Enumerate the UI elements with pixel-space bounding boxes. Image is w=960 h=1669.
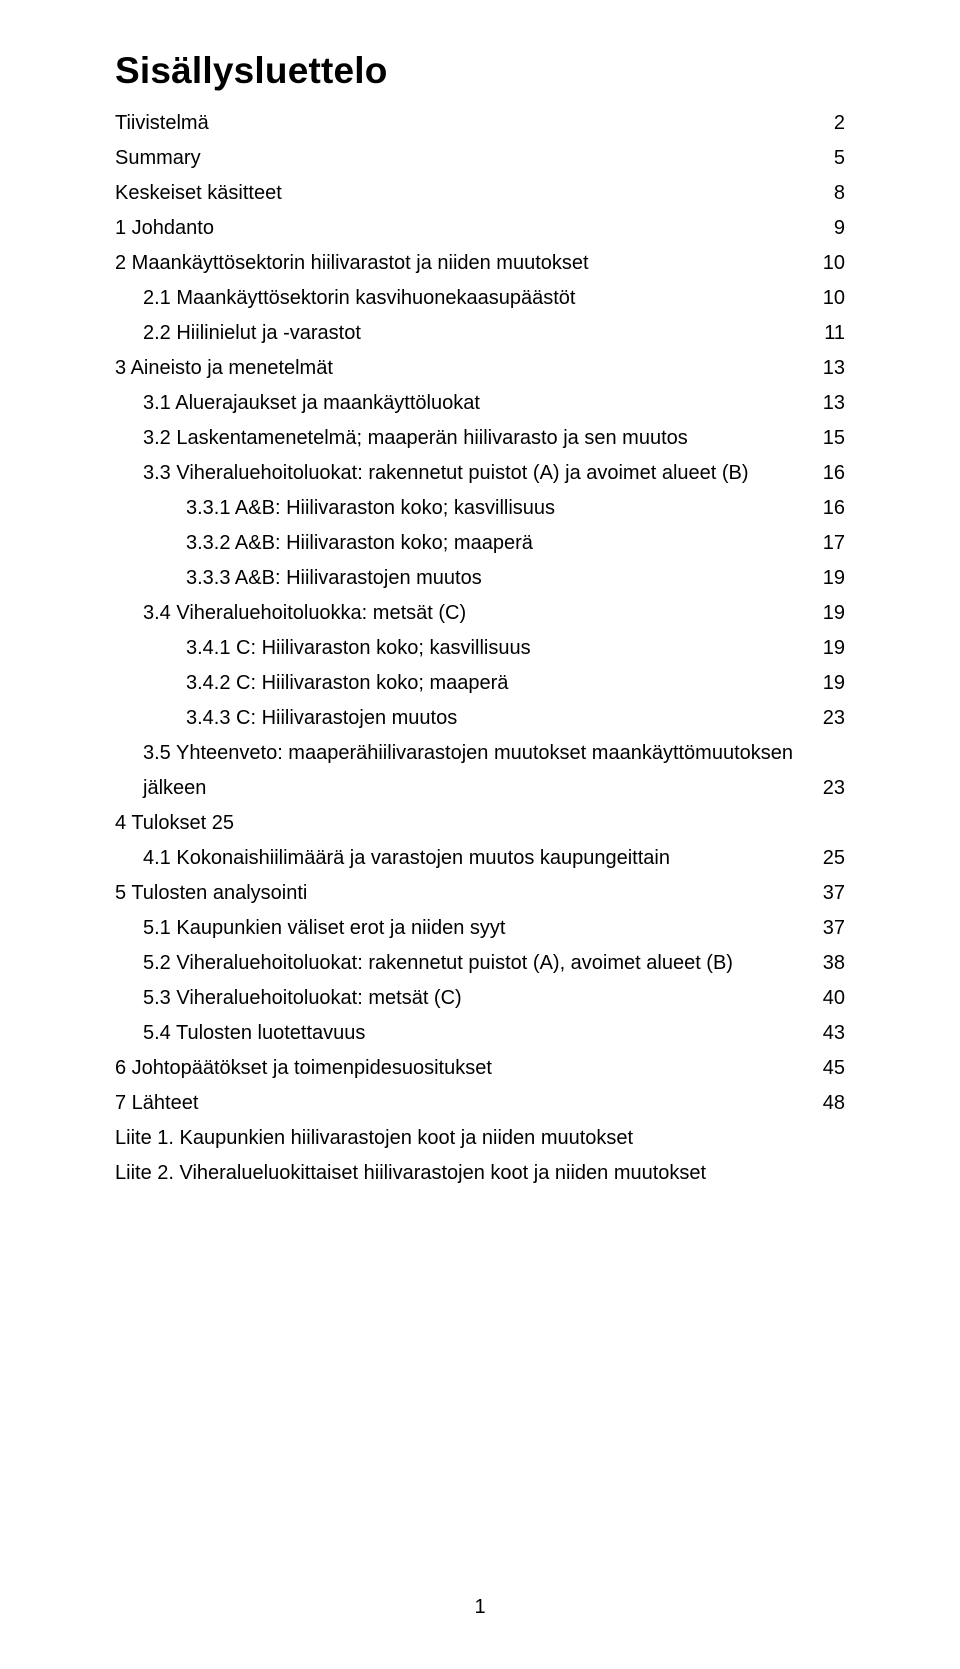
toc-entry: 4 Tulokset 25 <box>115 806 845 841</box>
toc-entry-page: 8 <box>795 176 845 211</box>
document-page: Sisällysluettelo Tiivistelmä2Summary5Kes… <box>0 0 960 1669</box>
toc-entry-label: 3.4.2 C: Hiilivaraston koko; maaperä <box>186 666 795 701</box>
toc-entry-page: 16 <box>795 491 845 526</box>
toc-entry-page: 10 <box>795 281 845 316</box>
toc-entry-label: 4 Tulokset 25 <box>115 806 795 841</box>
toc-entry: 5.2 Viheraluehoitoluokat: rakennetut pui… <box>115 946 845 981</box>
toc-entry-label: Tiivistelmä <box>115 106 795 141</box>
toc-entry-page: 5 <box>795 141 845 176</box>
toc-entry-label: 2.2 Hiilinielut ja -varastot <box>143 316 795 351</box>
toc-entry-label: Summary <box>115 141 795 176</box>
toc-entry-label: Liite 1. Kaupunkien hiilivarastojen koot… <box>115 1121 795 1156</box>
toc-entry: 3.1 Aluerajaukset ja maankäyttöluokat13 <box>115 386 845 421</box>
page-number-footer: 1 <box>0 1596 960 1619</box>
toc-entry-page: 2 <box>795 106 845 141</box>
toc-entry-label: 5.3 Viheraluehoitoluokat: metsät (C) <box>143 981 795 1016</box>
toc-entry-page: 48 <box>795 1086 845 1121</box>
toc-entry-page: 38 <box>795 946 845 981</box>
toc-entry-label: 3.3 Viheraluehoitoluokat: rakennetut pui… <box>143 456 795 491</box>
toc-entry-label: 1 Johdanto <box>115 211 795 246</box>
toc-entry-label: jälkeen <box>143 771 795 806</box>
toc-entry-page: 17 <box>795 526 845 561</box>
toc-entry-label: 3.5 Yhteenveto: maaperähiilivarastojen m… <box>143 736 795 771</box>
toc-entry-label: 3.3.1 A&B: Hiilivaraston koko; kasvillis… <box>186 491 795 526</box>
toc-entry: 3 Aineisto ja menetelmät13 <box>115 351 845 386</box>
toc-entry-page: 19 <box>795 631 845 666</box>
toc-entry-label: 3 Aineisto ja menetelmät <box>115 351 795 386</box>
toc-entry: 5.4 Tulosten luotettavuus43 <box>115 1016 845 1051</box>
toc-entry-page: 10 <box>795 246 845 281</box>
toc-entry: Liite 1. Kaupunkien hiilivarastojen koot… <box>115 1121 845 1156</box>
toc-entry: 6 Johtopäätökset ja toimenpidesuositukse… <box>115 1051 845 1086</box>
toc-entry: 5.1 Kaupunkien väliset erot ja niiden sy… <box>115 911 845 946</box>
toc-entry: 2 Maankäyttösektorin hiilivarastot ja ni… <box>115 246 845 281</box>
toc-entry-label: 2 Maankäyttösektorin hiilivarastot ja ni… <box>115 246 795 281</box>
toc-entry: 3.2 Laskentamenetelmä; maaperän hiilivar… <box>115 421 845 456</box>
toc-entry: 3.3.3 A&B: Hiilivarastojen muutos19 <box>115 561 845 596</box>
toc-entry-page: 13 <box>795 386 845 421</box>
toc-entry-label: 5.2 Viheraluehoitoluokat: rakennetut pui… <box>143 946 795 981</box>
toc-entry-label: 3.3.3 A&B: Hiilivarastojen muutos <box>186 561 795 596</box>
toc-entry-label: 5 Tulosten analysointi <box>115 876 795 911</box>
toc-entry-label: 3.1 Aluerajaukset ja maankäyttöluokat <box>143 386 795 421</box>
toc-entry: 5.3 Viheraluehoitoluokat: metsät (C)40 <box>115 981 845 1016</box>
toc-entry-label: 3.4 Viheraluehoitoluokka: metsät (C) <box>143 596 795 631</box>
toc-entry: 2.1 Maankäyttösektorin kasvihuonekaasupä… <box>115 281 845 316</box>
toc-entry: 3.4.3 C: Hiilivarastojen muutos23 <box>115 701 845 736</box>
toc-entry-page: 11 <box>795 316 845 351</box>
toc-entry: 2.2 Hiilinielut ja -varastot11 <box>115 316 845 351</box>
toc-entry-label: 6 Johtopäätökset ja toimenpidesuositukse… <box>115 1051 795 1086</box>
toc-entry-label: 5.4 Tulosten luotettavuus <box>143 1016 795 1051</box>
toc-title: Sisällysluettelo <box>115 50 845 92</box>
toc-entry-page: 16 <box>795 456 845 491</box>
toc-entry-page: 15 <box>795 421 845 456</box>
toc-entry-label: 3.2 Laskentamenetelmä; maaperän hiilivar… <box>143 421 795 456</box>
toc-entry: jälkeen23 <box>115 771 845 806</box>
toc-entry-label: 2.1 Maankäyttösektorin kasvihuonekaasupä… <box>143 281 795 316</box>
toc-entry-page: 37 <box>795 876 845 911</box>
toc-entry-page: 25 <box>795 841 845 876</box>
toc-entry-page: 40 <box>795 981 845 1016</box>
toc-entry: 3.4.2 C: Hiilivaraston koko; maaperä19 <box>115 666 845 701</box>
toc-entry-page: 37 <box>795 911 845 946</box>
toc-entry: Summary5 <box>115 141 845 176</box>
toc-entry-page: 19 <box>795 596 845 631</box>
toc-entry-page: 45 <box>795 1051 845 1086</box>
toc-entry-label: 5.1 Kaupunkien väliset erot ja niiden sy… <box>143 911 795 946</box>
toc-entry-label: 7 Lähteet <box>115 1086 795 1121</box>
toc-entry-label: Liite 2. Viheralueluokittaiset hiilivara… <box>115 1156 795 1191</box>
toc-entry: Tiivistelmä2 <box>115 106 845 141</box>
toc-entry-page: 9 <box>795 211 845 246</box>
toc-entry: 3.4 Viheraluehoitoluokka: metsät (C)19 <box>115 596 845 631</box>
toc-entry: 3.4.1 C: Hiilivaraston koko; kasvillisuu… <box>115 631 845 666</box>
toc-entry: 7 Lähteet48 <box>115 1086 845 1121</box>
toc-entry-page: 13 <box>795 351 845 386</box>
toc-entry: 1 Johdanto9 <box>115 211 845 246</box>
toc-entry: Liite 2. Viheralueluokittaiset hiilivara… <box>115 1156 845 1191</box>
toc-entry-label: 4.1 Kokonaishiilimäärä ja varastojen muu… <box>143 841 795 876</box>
toc-entry: Keskeiset käsitteet8 <box>115 176 845 211</box>
toc-entry: 3.5 Yhteenveto: maaperähiilivarastojen m… <box>115 736 845 771</box>
toc-list: Tiivistelmä2Summary5Keskeiset käsitteet8… <box>115 106 845 1191</box>
toc-entry: 5 Tulosten analysointi37 <box>115 876 845 911</box>
toc-entry: 3.3 Viheraluehoitoluokat: rakennetut pui… <box>115 456 845 491</box>
toc-entry-page: 19 <box>795 561 845 596</box>
toc-entry: 4.1 Kokonaishiilimäärä ja varastojen muu… <box>115 841 845 876</box>
toc-entry-label: 3.4.1 C: Hiilivaraston koko; kasvillisuu… <box>186 631 795 666</box>
toc-entry-label: 3.3.2 A&B: Hiilivaraston koko; maaperä <box>186 526 795 561</box>
toc-entry-page: 23 <box>795 771 845 806</box>
toc-entry: 3.3.2 A&B: Hiilivaraston koko; maaperä17 <box>115 526 845 561</box>
toc-entry-page: 23 <box>795 701 845 736</box>
toc-entry-label: Keskeiset käsitteet <box>115 176 795 211</box>
toc-entry-page: 19 <box>795 666 845 701</box>
toc-entry-label: 3.4.3 C: Hiilivarastojen muutos <box>186 701 795 736</box>
toc-entry: 3.3.1 A&B: Hiilivaraston koko; kasvillis… <box>115 491 845 526</box>
toc-entry-page: 43 <box>795 1016 845 1051</box>
